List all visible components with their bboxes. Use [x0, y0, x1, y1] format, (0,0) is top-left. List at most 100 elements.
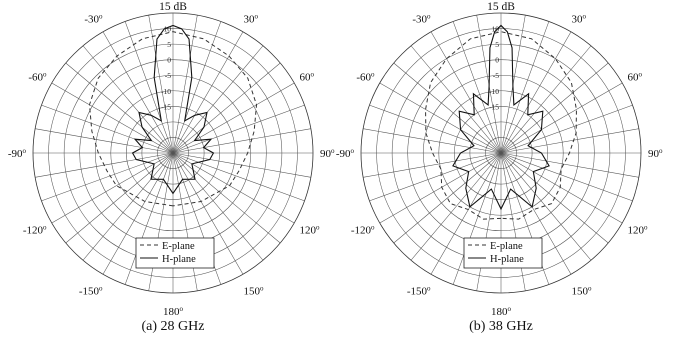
legend-entry: E-plane: [490, 241, 523, 252]
angle-tick-label: 180o: [491, 305, 512, 318]
angle-tick-value: -60: [28, 72, 43, 84]
angle-degree-mark: o: [99, 285, 103, 293]
grid-spoke: [51, 82, 174, 154]
grid-spoke: [363, 128, 502, 154]
series-line-h-plane: [131, 24, 215, 195]
angle-degree-mark: o: [427, 285, 431, 293]
radial-tick-label: -10: [161, 87, 171, 96]
angle-tick-value: 90: [320, 148, 332, 160]
grid-spoke: [393, 152, 502, 244]
grid-spoke: [65, 152, 174, 244]
legend-box: [135, 237, 215, 269]
radial-tick-label: 0: [495, 56, 499, 65]
grid-spoke: [35, 128, 174, 154]
angle-tick-value: 60: [628, 72, 640, 84]
angle-tick-value: -150: [79, 286, 100, 298]
grid-spoke: [172, 152, 305, 202]
angle-degree-mark: o: [427, 13, 431, 21]
grid-spoke: [452, 152, 502, 285]
angle-degree-mark: o: [351, 147, 355, 155]
grid-spoke: [172, 128, 311, 154]
angle-tick-label: -60o: [28, 71, 47, 84]
grid-spoke: [172, 82, 295, 154]
grid-spoke: [172, 62, 281, 154]
legend-box: [463, 237, 543, 269]
angle-degree-mark: o: [23, 147, 27, 155]
radial-tick-label: -5: [493, 71, 499, 80]
grid-spoke: [452, 21, 502, 154]
grid-spoke: [500, 21, 550, 154]
angle-tick-value: -150: [407, 286, 428, 298]
grid-spoke: [500, 152, 633, 202]
grid-spoke: [172, 152, 264, 261]
radial-tick-label: 10: [492, 25, 500, 34]
radial-tick-label: -15: [161, 102, 171, 111]
angle-tick-value: -120: [351, 225, 372, 237]
angle-tick-label: 60o: [628, 71, 643, 84]
angle-tick-value: 120: [628, 225, 645, 237]
angle-degree-mark: o: [639, 71, 643, 79]
angle-degree-mark: o: [588, 285, 592, 293]
legend-entry: E-plane: [162, 241, 195, 252]
grid-spoke: [51, 152, 174, 224]
angle-tick-value: -30: [412, 14, 427, 26]
angle-tick-value: -90: [8, 148, 23, 160]
angle-tick-value: 150: [244, 286, 261, 298]
grid-spoke: [500, 31, 572, 154]
radial-tick-label: 0: [167, 56, 171, 65]
grid-spoke: [500, 152, 639, 178]
angle-tick-value: -60: [356, 72, 371, 84]
angle-tick-value: -120: [23, 225, 44, 237]
chart-caption: (b) 38 GHz: [469, 319, 533, 334]
angle-degree-mark: o: [180, 305, 184, 313]
series-line-e-plane: [88, 31, 258, 207]
radial-unit-label: 15 dB: [487, 1, 515, 13]
grid-spoke: [41, 104, 174, 154]
grid-spoke: [500, 152, 623, 224]
angle-tick-value: 60: [300, 72, 312, 84]
angle-tick-value: 90: [648, 148, 660, 160]
angle-degree-mark: o: [644, 224, 648, 232]
grid-spoke: [102, 31, 174, 154]
grid-spoke: [500, 104, 633, 154]
grid-spoke: [410, 45, 502, 154]
grid-spoke: [500, 152, 592, 261]
series-line-h-plane: [452, 24, 550, 211]
grid-spoke: [379, 82, 502, 154]
grid-spoke: [41, 152, 174, 202]
angle-degree-mark: o: [43, 224, 47, 232]
angle-tick-label: 120o: [300, 224, 321, 237]
angle-tick-label: 120o: [628, 224, 649, 237]
grid-spoke: [369, 104, 502, 154]
angle-tick-label: -90o: [336, 147, 355, 160]
angle-tick-value: 120: [300, 225, 317, 237]
angle-tick-label: -60o: [356, 71, 375, 84]
angle-tick-label: 150o: [244, 285, 265, 298]
grid-spoke: [379, 152, 502, 224]
grid-spoke: [172, 104, 305, 154]
radial-tick-label: -10: [489, 87, 499, 96]
legend-entry: H-plane: [490, 254, 524, 265]
chart-caption: (a) 28 GHz: [142, 319, 205, 334]
radial-tick-label: 10: [164, 25, 172, 34]
grid-spoke: [172, 31, 244, 154]
angle-degree-mark: o: [659, 147, 663, 155]
angle-tick-label: -120o: [351, 224, 375, 237]
angle-degree-mark: o: [255, 13, 259, 21]
grid-spoke: [500, 45, 592, 154]
radial-tick-label: -5: [165, 71, 171, 80]
grid-spoke: [148, 15, 174, 154]
angle-tick-value: 30: [572, 14, 584, 26]
grid-spoke: [430, 31, 502, 154]
angle-degree-mark: o: [260, 285, 264, 293]
radial-tick-label: -15: [489, 102, 499, 111]
angle-degree-mark: o: [311, 71, 315, 79]
angle-tick-label: 30o: [572, 13, 587, 26]
angle-degree-mark: o: [331, 147, 335, 155]
angle-tick-label: 90o: [320, 147, 335, 160]
angle-tick-value: 180: [491, 306, 508, 318]
angle-tick-label: -150o: [407, 285, 431, 298]
grid-spoke: [102, 152, 174, 275]
